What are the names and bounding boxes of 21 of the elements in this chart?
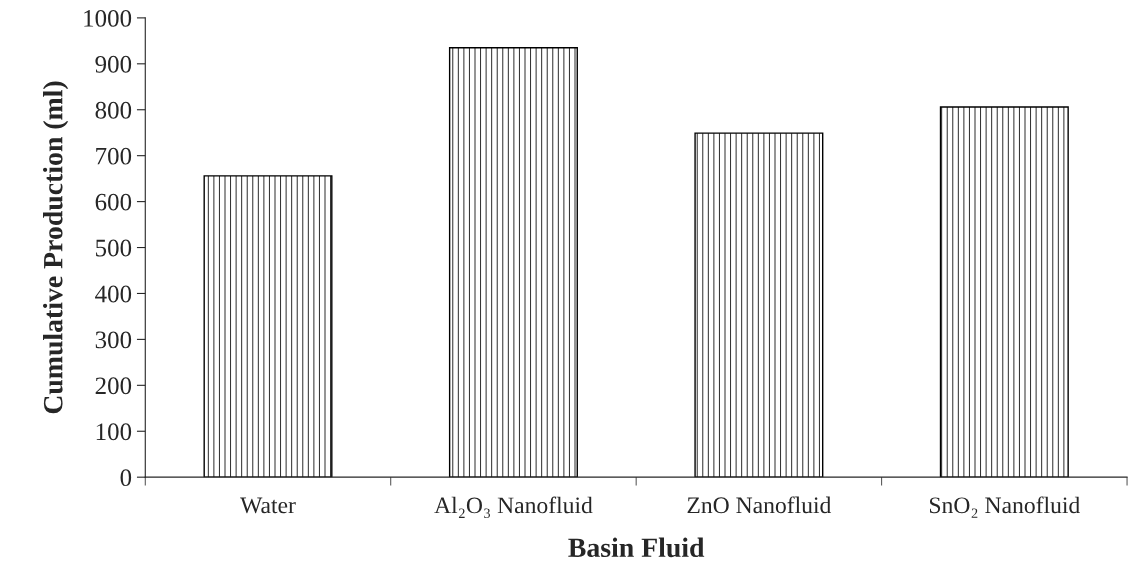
bar <box>939 106 1069 478</box>
y-tick-label: 300 <box>95 331 132 349</box>
y-tick-label: 400 <box>95 285 132 303</box>
bar <box>203 175 333 478</box>
y-tick-label: 800 <box>95 101 132 119</box>
x-tick-label: ZnO Nanofluid <box>687 496 832 514</box>
y-axis-title: Cumulative Production (ml) <box>43 81 69 414</box>
y-tick-label: 600 <box>95 193 132 211</box>
y-tick-label: 1000 <box>84 9 132 27</box>
y-tick-label: 700 <box>96 147 132 165</box>
y-tick-label: 100 <box>96 423 132 441</box>
y-tick-label: 0 <box>120 469 132 487</box>
y-tick-label: 500 <box>96 239 132 257</box>
x-tick-label: Al₂O₃ Nanofluid <box>434 496 593 518</box>
y-tick-label: 200 <box>95 377 132 395</box>
bar <box>448 47 578 478</box>
x-tick-label: Water <box>240 497 296 514</box>
bar <box>694 132 824 478</box>
y-tick-label: 900 <box>95 55 132 73</box>
x-tick-label: SnO₂ Nanofluid <box>929 496 1080 518</box>
x-axis-title: Basin Fluid <box>568 537 705 558</box>
